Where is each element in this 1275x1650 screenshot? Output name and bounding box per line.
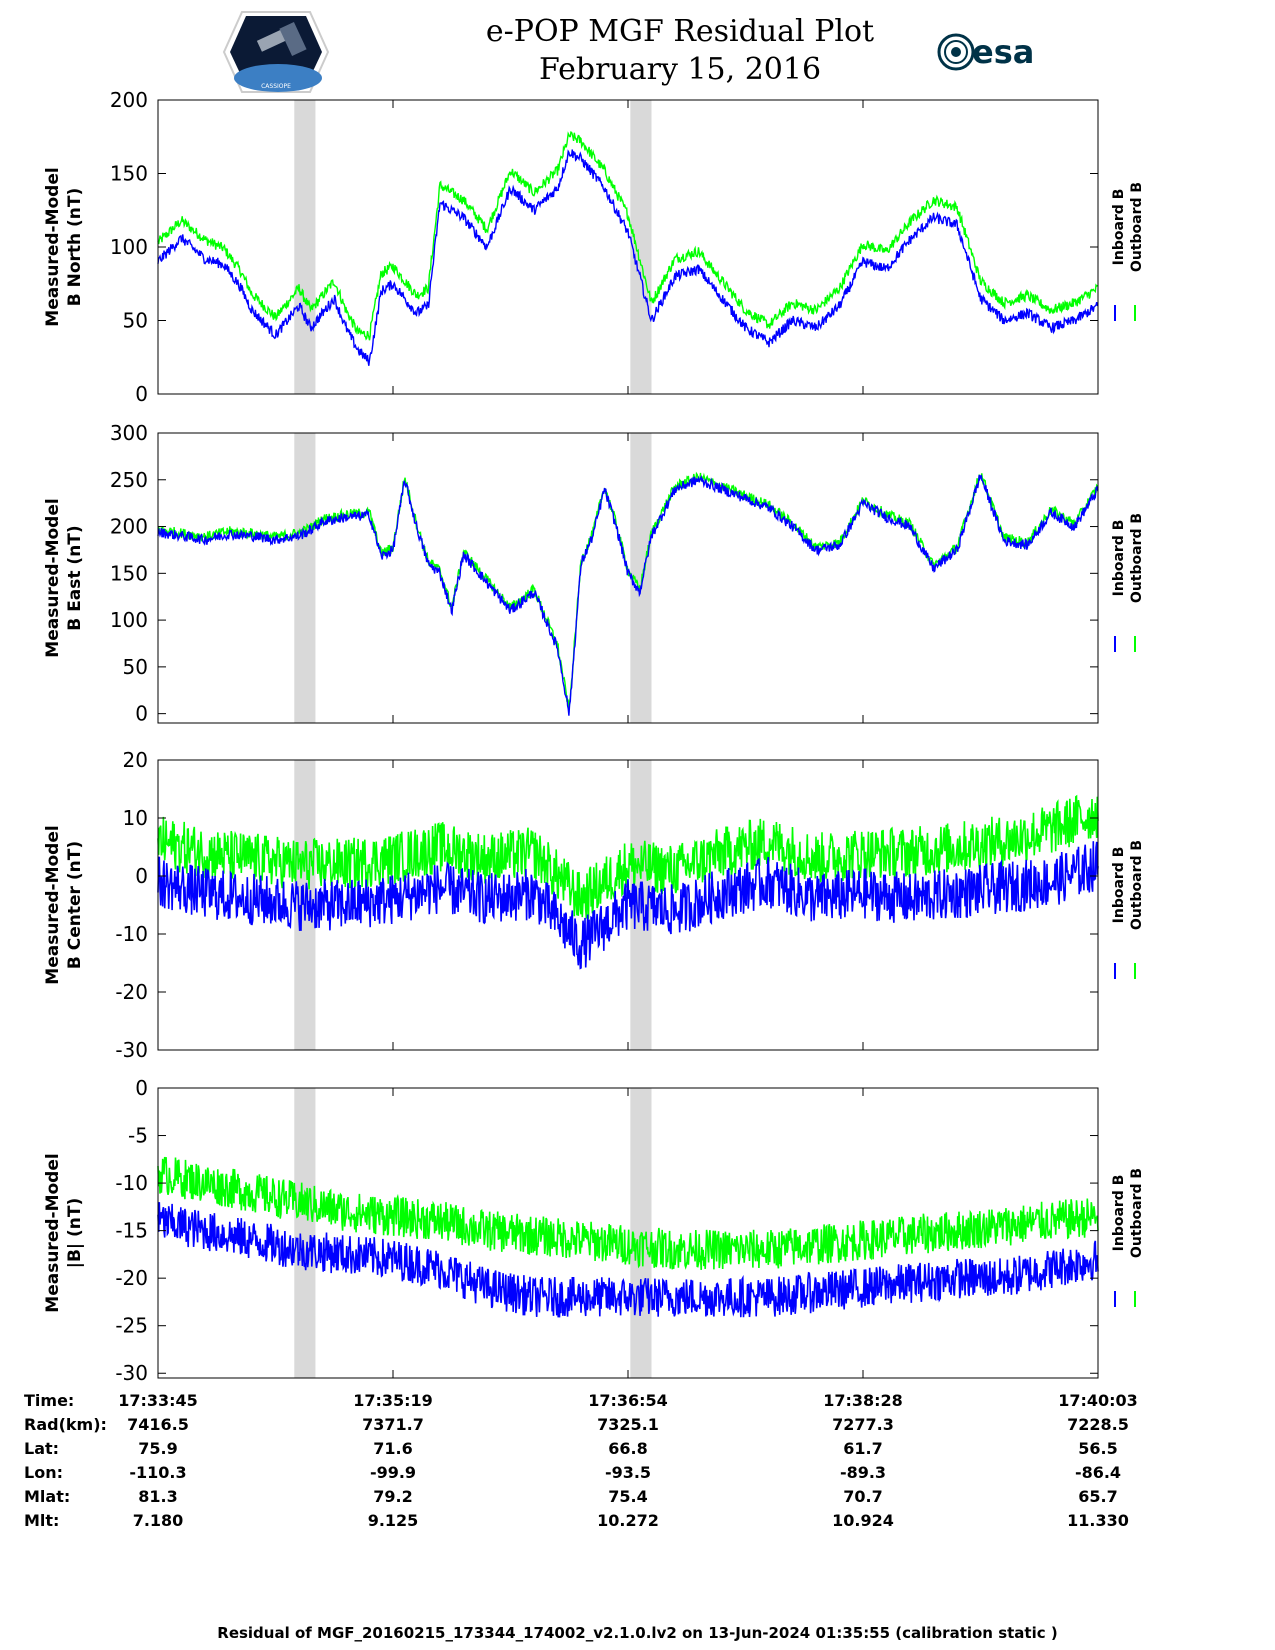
info-cell: 10.272 bbox=[597, 1511, 659, 1530]
info-cell: -99.9 bbox=[370, 1463, 416, 1482]
y-tick-label: 150 bbox=[110, 162, 148, 186]
y-axis-label-line-2: |B| (nT) bbox=[65, 1198, 85, 1269]
info-cell: 7228.5 bbox=[1067, 1415, 1129, 1434]
legend-label-inboard: Inboard B bbox=[1111, 847, 1127, 924]
esa-logo-icon: esa bbox=[937, 33, 1034, 71]
inboard-series-line bbox=[157, 1202, 1099, 1318]
legend-label-outboard: Outboard B bbox=[1129, 513, 1145, 603]
y-tick-label: 20 bbox=[123, 748, 148, 772]
y-axis-label-line-2: B East (nT) bbox=[65, 525, 85, 630]
info-cell: 17:33:45 bbox=[118, 1391, 198, 1410]
info-cell: 79.2 bbox=[373, 1487, 412, 1506]
info-cell: -110.3 bbox=[129, 1463, 186, 1482]
info-row-label: Time: bbox=[24, 1391, 74, 1410]
logo-layer: CASSIOPE esa bbox=[222, 11, 1034, 93]
info-cell: 75.4 bbox=[608, 1487, 647, 1506]
y-tick-label: -30 bbox=[115, 1038, 148, 1062]
info-cell: 11.330 bbox=[1067, 1511, 1129, 1530]
info-cell: -93.5 bbox=[605, 1463, 651, 1482]
info-cell: 70.7 bbox=[843, 1487, 882, 1506]
info-cell: 66.8 bbox=[608, 1439, 647, 1458]
info-cell: 9.125 bbox=[368, 1511, 419, 1530]
y-tick-label: 0 bbox=[135, 382, 148, 406]
info-cell: 7371.7 bbox=[362, 1415, 424, 1434]
info-row-label: Mlat: bbox=[24, 1487, 70, 1506]
data-gap-shading bbox=[630, 433, 652, 723]
info-row-label: Lon: bbox=[24, 1463, 63, 1482]
info-cell: 7.180 bbox=[133, 1511, 184, 1530]
info-cell: 65.7 bbox=[1078, 1487, 1117, 1506]
plot-title: e-POP MGF Residual Plot bbox=[485, 14, 875, 49]
y-tick-label: 150 bbox=[110, 561, 148, 585]
data-gap-shading bbox=[294, 100, 316, 394]
outboard-series-line bbox=[157, 131, 1099, 341]
y-axis-label-line-2: B North (nT) bbox=[65, 188, 85, 307]
info-row-label: Lat: bbox=[24, 1439, 59, 1458]
info-cell: 56.5 bbox=[1078, 1439, 1117, 1458]
info-cell: 17:40:03 bbox=[1058, 1391, 1138, 1410]
info-cell: 75.9 bbox=[138, 1439, 177, 1458]
data-gap-shading bbox=[630, 100, 652, 394]
y-tick-label: -30 bbox=[115, 1361, 148, 1385]
y-tick-label: -15 bbox=[115, 1219, 148, 1243]
y-tick-label: -25 bbox=[115, 1314, 148, 1338]
y-tick-label: -10 bbox=[115, 1171, 148, 1195]
y-axis-label-line-2: B Center (nT) bbox=[65, 841, 85, 969]
info-row-label: Rad(km): bbox=[24, 1415, 107, 1434]
info-cell: 17:35:19 bbox=[353, 1391, 433, 1410]
footer-caption: Residual of MGF_20160215_173344_174002_v… bbox=[217, 1624, 1058, 1642]
info-cell: -89.3 bbox=[840, 1463, 886, 1482]
y-tick-label: 250 bbox=[110, 468, 148, 492]
legend-label-inboard: Inboard B bbox=[1111, 520, 1127, 597]
satellite-mission-patch-icon: CASSIOPE bbox=[222, 11, 330, 93]
outboard-series-line bbox=[157, 794, 1099, 919]
y-tick-label: -20 bbox=[115, 1266, 148, 1290]
y-tick-label: 0 bbox=[135, 864, 148, 888]
legend-label-outboard: Outboard B bbox=[1129, 182, 1145, 272]
data-gap-shading bbox=[294, 433, 316, 723]
y-tick-label: 200 bbox=[110, 88, 148, 112]
outboard-series-line bbox=[157, 1156, 1099, 1270]
y-tick-label: 50 bbox=[123, 655, 148, 679]
y-tick-label: 50 bbox=[123, 309, 148, 333]
info-cell: 7416.5 bbox=[127, 1415, 189, 1434]
info-cell: 10.924 bbox=[832, 1511, 894, 1530]
data-gap-shading bbox=[294, 1088, 316, 1378]
y-tick-label: 10 bbox=[123, 806, 148, 830]
info-cell: 17:38:28 bbox=[823, 1391, 903, 1410]
y-tick-label: -10 bbox=[115, 922, 148, 946]
info-cell: 7325.1 bbox=[597, 1415, 659, 1434]
inboard-series-line bbox=[157, 149, 1099, 366]
y-tick-label: -5 bbox=[128, 1124, 148, 1148]
info-cell: 7277.3 bbox=[832, 1415, 894, 1434]
y-tick-label: 100 bbox=[110, 235, 148, 259]
y-axis-label-line-1: Measured-Model bbox=[43, 498, 63, 657]
info-cell: 71.6 bbox=[373, 1439, 412, 1458]
y-tick-label: 300 bbox=[110, 421, 148, 445]
info-cell: -86.4 bbox=[1075, 1463, 1121, 1482]
y-tick-label: 200 bbox=[110, 515, 148, 539]
legend-label-outboard: Outboard B bbox=[1129, 1168, 1145, 1258]
info-row-label: Mlt: bbox=[24, 1511, 59, 1530]
info-cell: 81.3 bbox=[138, 1487, 177, 1506]
plot-date: February 15, 2016 bbox=[538, 52, 822, 87]
y-axis-label-line-1: Measured-Model bbox=[43, 1153, 63, 1312]
mission-patch-label: CASSIOPE bbox=[261, 83, 291, 90]
legend-label-inboard: Inboard B bbox=[1111, 189, 1127, 266]
y-tick-label: 100 bbox=[110, 608, 148, 632]
info-cell: 61.7 bbox=[843, 1439, 882, 1458]
y-tick-label: 0 bbox=[135, 1076, 148, 1100]
inboard-series-line bbox=[157, 841, 1099, 970]
inboard-series-line bbox=[157, 474, 1099, 716]
y-axis-label-line-1: Measured-Model bbox=[43, 825, 63, 984]
legend-label-outboard: Outboard B bbox=[1129, 840, 1145, 930]
info-cell: 17:36:54 bbox=[588, 1391, 668, 1410]
y-axis-label-line-1: Measured-Model bbox=[43, 167, 63, 326]
y-tick-label: 0 bbox=[135, 702, 148, 726]
y-tick-label: -20 bbox=[115, 980, 148, 1004]
esa-logo-text: esa bbox=[972, 33, 1034, 71]
legend-label-inboard: Inboard B bbox=[1111, 1175, 1127, 1252]
